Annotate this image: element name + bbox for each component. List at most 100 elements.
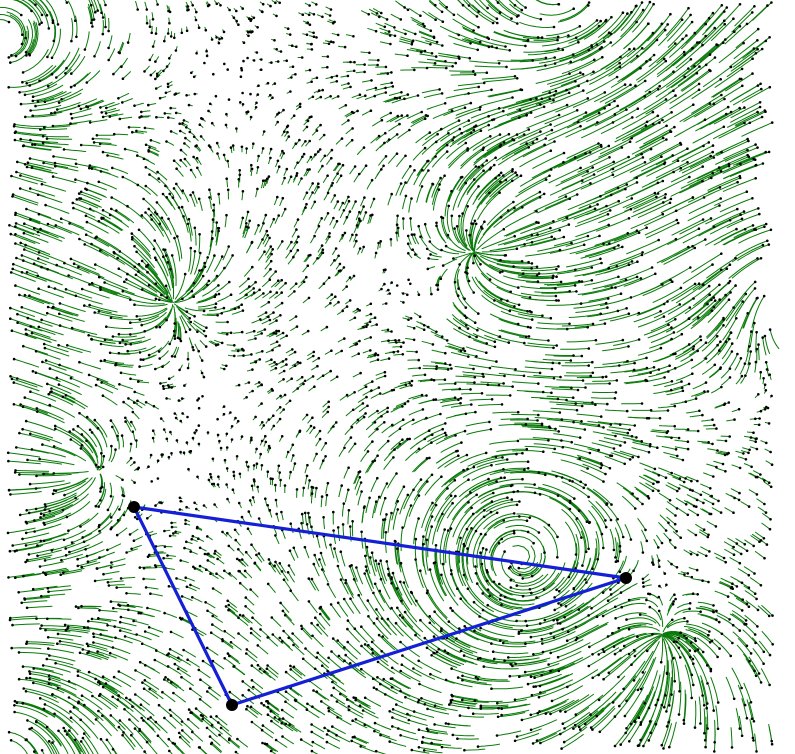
streamline xyxy=(687,186,721,203)
seed-dot xyxy=(318,429,322,433)
streamline xyxy=(649,606,662,621)
streamline xyxy=(147,264,169,294)
streamline xyxy=(257,645,269,655)
streamline xyxy=(493,467,529,473)
streamline xyxy=(88,645,109,653)
streamline xyxy=(362,349,371,354)
streamline xyxy=(553,602,585,621)
streamline xyxy=(457,0,464,6)
streamline xyxy=(699,529,709,536)
streamline xyxy=(520,238,555,248)
streamline xyxy=(555,97,589,113)
streamline xyxy=(53,155,78,161)
streamline xyxy=(229,738,241,748)
streamline xyxy=(418,226,424,239)
streamline xyxy=(398,2,409,11)
seed-dot xyxy=(769,485,773,489)
streamline xyxy=(681,398,697,403)
streamline xyxy=(598,208,632,224)
streamline xyxy=(311,578,320,592)
streamline xyxy=(482,593,514,611)
streamline xyxy=(158,340,170,352)
streamline xyxy=(535,73,570,84)
seed-dot xyxy=(217,192,220,196)
streamline xyxy=(186,610,198,618)
streamline xyxy=(345,579,354,596)
streamline xyxy=(202,718,214,729)
streamline xyxy=(345,34,354,37)
streamline xyxy=(139,730,152,744)
streamline xyxy=(761,604,773,616)
seed-dot xyxy=(597,424,601,427)
streamline xyxy=(394,486,405,505)
streamline xyxy=(43,472,79,475)
streamline xyxy=(340,83,349,86)
seed-dot xyxy=(217,229,220,233)
streamline xyxy=(592,637,624,655)
streamline xyxy=(741,86,771,103)
streamline xyxy=(493,31,528,42)
streamline xyxy=(638,720,653,746)
seed-dot xyxy=(573,284,577,287)
streamline xyxy=(267,714,280,724)
seed-dot xyxy=(280,435,284,438)
seed-dot xyxy=(637,231,641,234)
seed-dot xyxy=(756,146,759,149)
streamline xyxy=(265,312,274,318)
seed-dot xyxy=(206,609,209,613)
streamline xyxy=(567,668,599,688)
streamline xyxy=(311,724,325,733)
seed-dot xyxy=(759,82,762,86)
streamline xyxy=(629,492,643,505)
streamline xyxy=(665,484,678,492)
streamline xyxy=(706,520,717,527)
seed-dot xyxy=(482,515,486,519)
streamline xyxy=(133,402,143,409)
streamline xyxy=(656,51,685,75)
streamline xyxy=(34,511,63,521)
streamline xyxy=(667,633,696,652)
streamline xyxy=(643,584,652,588)
streamline xyxy=(410,118,426,128)
streamline xyxy=(688,508,699,516)
streamline xyxy=(444,190,452,217)
streamline xyxy=(279,563,287,573)
streamline xyxy=(98,488,107,507)
seed-dot xyxy=(610,286,614,289)
streamline xyxy=(421,88,440,94)
streamline xyxy=(598,141,631,158)
streamline xyxy=(417,379,432,382)
seed-dot xyxy=(414,633,417,637)
streamline xyxy=(159,308,173,328)
streamline xyxy=(511,561,539,574)
seed-dot xyxy=(482,81,486,85)
streamline xyxy=(210,743,222,754)
streamline xyxy=(362,79,372,83)
streamline xyxy=(465,346,487,354)
streamline xyxy=(522,426,551,429)
streamline xyxy=(184,307,205,312)
streamline xyxy=(697,676,705,706)
streamline xyxy=(358,594,370,612)
streamline xyxy=(517,276,553,279)
streamline xyxy=(666,516,676,525)
seed-dot xyxy=(602,480,605,483)
streamline xyxy=(176,282,195,301)
streamline xyxy=(448,150,468,169)
seed-dot xyxy=(121,338,124,342)
streamline xyxy=(416,320,425,326)
streamline xyxy=(119,383,133,390)
streamline xyxy=(560,459,588,469)
streamline xyxy=(550,407,578,411)
streamline xyxy=(99,695,118,709)
streamline xyxy=(659,267,691,285)
streamline xyxy=(572,91,606,108)
streamline xyxy=(536,729,562,742)
streamline xyxy=(687,167,720,184)
streamline xyxy=(566,20,598,39)
seed-dot xyxy=(740,374,744,378)
streamline xyxy=(548,650,582,665)
streamline xyxy=(749,577,762,586)
seed-dot xyxy=(236,349,240,353)
streamline xyxy=(8,452,40,458)
